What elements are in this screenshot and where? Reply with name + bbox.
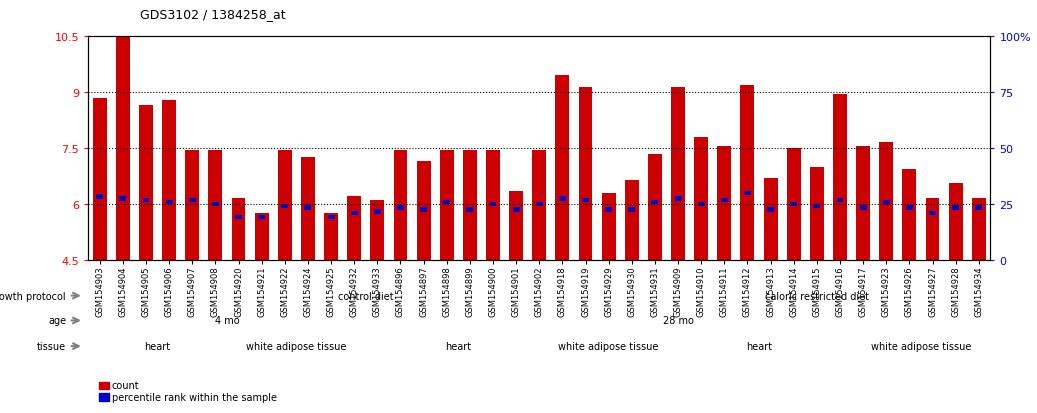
Bar [231, 199, 246, 260]
Text: tissue: tissue [37, 341, 66, 351]
Bar [142, 199, 149, 203]
Bar [467, 208, 473, 212]
Bar [116, 37, 130, 260]
Bar [397, 206, 404, 210]
Bar [744, 191, 751, 195]
Text: heart: heart [445, 341, 472, 351]
Bar [556, 76, 569, 260]
Text: age: age [48, 316, 66, 326]
Text: percentile rank within the sample: percentile rank within the sample [112, 392, 277, 402]
Bar [347, 197, 361, 260]
Text: white adipose tissue: white adipose tissue [871, 341, 971, 351]
Text: growth protocol: growth protocol [0, 291, 66, 301]
Bar [671, 88, 685, 260]
Bar [443, 200, 450, 205]
Text: heart: heart [746, 341, 773, 351]
Text: GDS3102 / 1384258_at: GDS3102 / 1384258_at [140, 8, 285, 21]
Bar [698, 202, 705, 206]
Bar [489, 202, 497, 206]
Bar [208, 151, 222, 260]
Bar [486, 151, 500, 260]
Bar [509, 192, 523, 260]
Bar [740, 85, 754, 260]
Bar [926, 199, 940, 260]
Bar [92, 99, 107, 260]
Bar [96, 195, 104, 199]
Bar [420, 208, 427, 212]
Bar [139, 106, 152, 260]
Bar [373, 210, 381, 214]
Bar [674, 197, 681, 201]
Bar [305, 206, 311, 210]
Bar [417, 162, 430, 260]
Bar [837, 199, 843, 203]
Text: white adipose tissue: white adipose tissue [246, 341, 346, 351]
Bar [721, 199, 728, 203]
Text: 4 mo: 4 mo [215, 316, 240, 326]
Bar [606, 208, 612, 212]
Bar [790, 202, 797, 206]
Bar [189, 199, 196, 203]
Bar [651, 200, 658, 205]
Bar [787, 149, 801, 260]
Bar [512, 208, 520, 212]
Bar [440, 151, 453, 260]
Bar [860, 206, 867, 210]
Bar [166, 200, 172, 205]
Bar [370, 201, 385, 260]
Bar [902, 169, 917, 260]
Bar [278, 151, 291, 260]
Bar [628, 208, 636, 212]
Bar [119, 197, 127, 201]
Text: control diet: control diet [338, 291, 394, 301]
Bar [601, 193, 616, 260]
Bar [648, 154, 662, 260]
Bar [258, 215, 265, 220]
Bar [281, 204, 288, 209]
Bar [393, 151, 408, 260]
Bar [186, 151, 199, 260]
Bar [833, 95, 847, 260]
Bar [579, 88, 592, 260]
Bar [975, 206, 982, 210]
Text: caloric restricted diet: caloric restricted diet [765, 291, 869, 301]
Bar [949, 184, 962, 260]
Text: 28 mo: 28 mo [663, 316, 694, 326]
Bar [532, 151, 546, 260]
Bar [882, 200, 890, 205]
Text: heart: heart [144, 341, 171, 351]
Bar [857, 147, 870, 260]
Bar [810, 167, 823, 260]
Bar [763, 178, 778, 260]
Bar [301, 158, 315, 260]
Bar [813, 204, 820, 209]
Bar [559, 197, 566, 201]
Bar [929, 211, 936, 216]
Bar [463, 151, 477, 260]
Bar [351, 211, 358, 216]
Bar [972, 199, 986, 260]
Bar [625, 180, 639, 260]
Bar [235, 215, 242, 220]
Bar [582, 199, 589, 203]
Text: white adipose tissue: white adipose tissue [559, 341, 658, 351]
Bar [328, 215, 335, 220]
Text: count: count [112, 380, 140, 390]
Bar [255, 214, 269, 260]
Bar [536, 202, 542, 206]
Bar [906, 206, 913, 210]
Bar [325, 214, 338, 260]
Bar [162, 101, 176, 260]
Bar [718, 147, 731, 260]
Bar [767, 208, 774, 212]
Bar [694, 138, 708, 260]
Bar [952, 206, 959, 210]
Bar [212, 202, 219, 206]
Bar [879, 143, 893, 260]
